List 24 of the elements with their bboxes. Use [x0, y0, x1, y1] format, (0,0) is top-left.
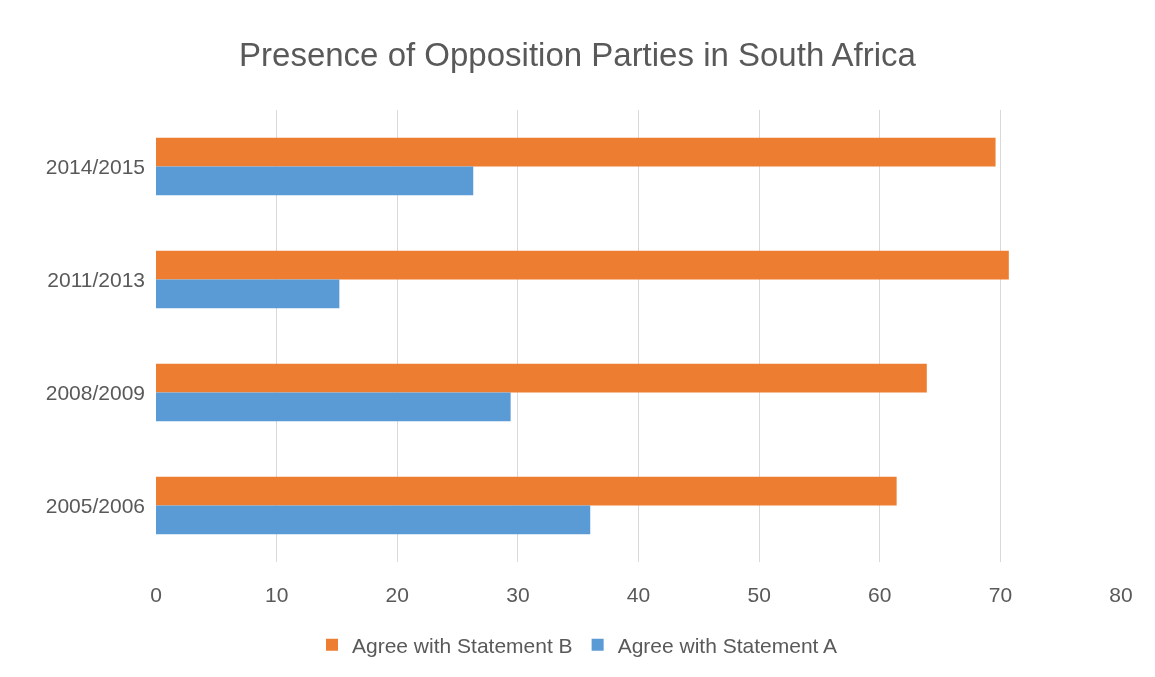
- legend-label: Agree with Statement B: [352, 634, 573, 658]
- legend-label: Agree with Statement A: [617, 634, 838, 658]
- chart-title: Presence of Opposition Parties in South Africa: [239, 36, 917, 74]
- bar: [156, 250, 1009, 280]
- bar: [156, 279, 340, 309]
- x-tick-label: 50: [747, 583, 771, 606]
- bar: [156, 137, 996, 167]
- y-tick-label: 2014/2015: [45, 154, 145, 178]
- y-tick-label: 2005/2006: [45, 493, 145, 517]
- x-tick-label: 80: [1109, 583, 1133, 606]
- y-tick-label: 2008/2009: [45, 380, 145, 404]
- x-tick-label: 10: [264, 583, 289, 606]
- x-tick-label: 30: [506, 583, 530, 606]
- bar: [156, 476, 897, 506]
- x-tick-label: 60: [868, 583, 892, 606]
- x-tick-label: 40: [626, 583, 651, 606]
- x-tick-label: 70: [988, 583, 1013, 606]
- y-tick-label: 2011/2013: [47, 267, 145, 291]
- x-tick-label: 20: [385, 583, 409, 606]
- x-tick-label: 0: [150, 583, 162, 606]
- bar: [156, 166, 474, 196]
- bar: [156, 505, 591, 535]
- bar: [156, 363, 927, 393]
- bar: [156, 392, 511, 422]
